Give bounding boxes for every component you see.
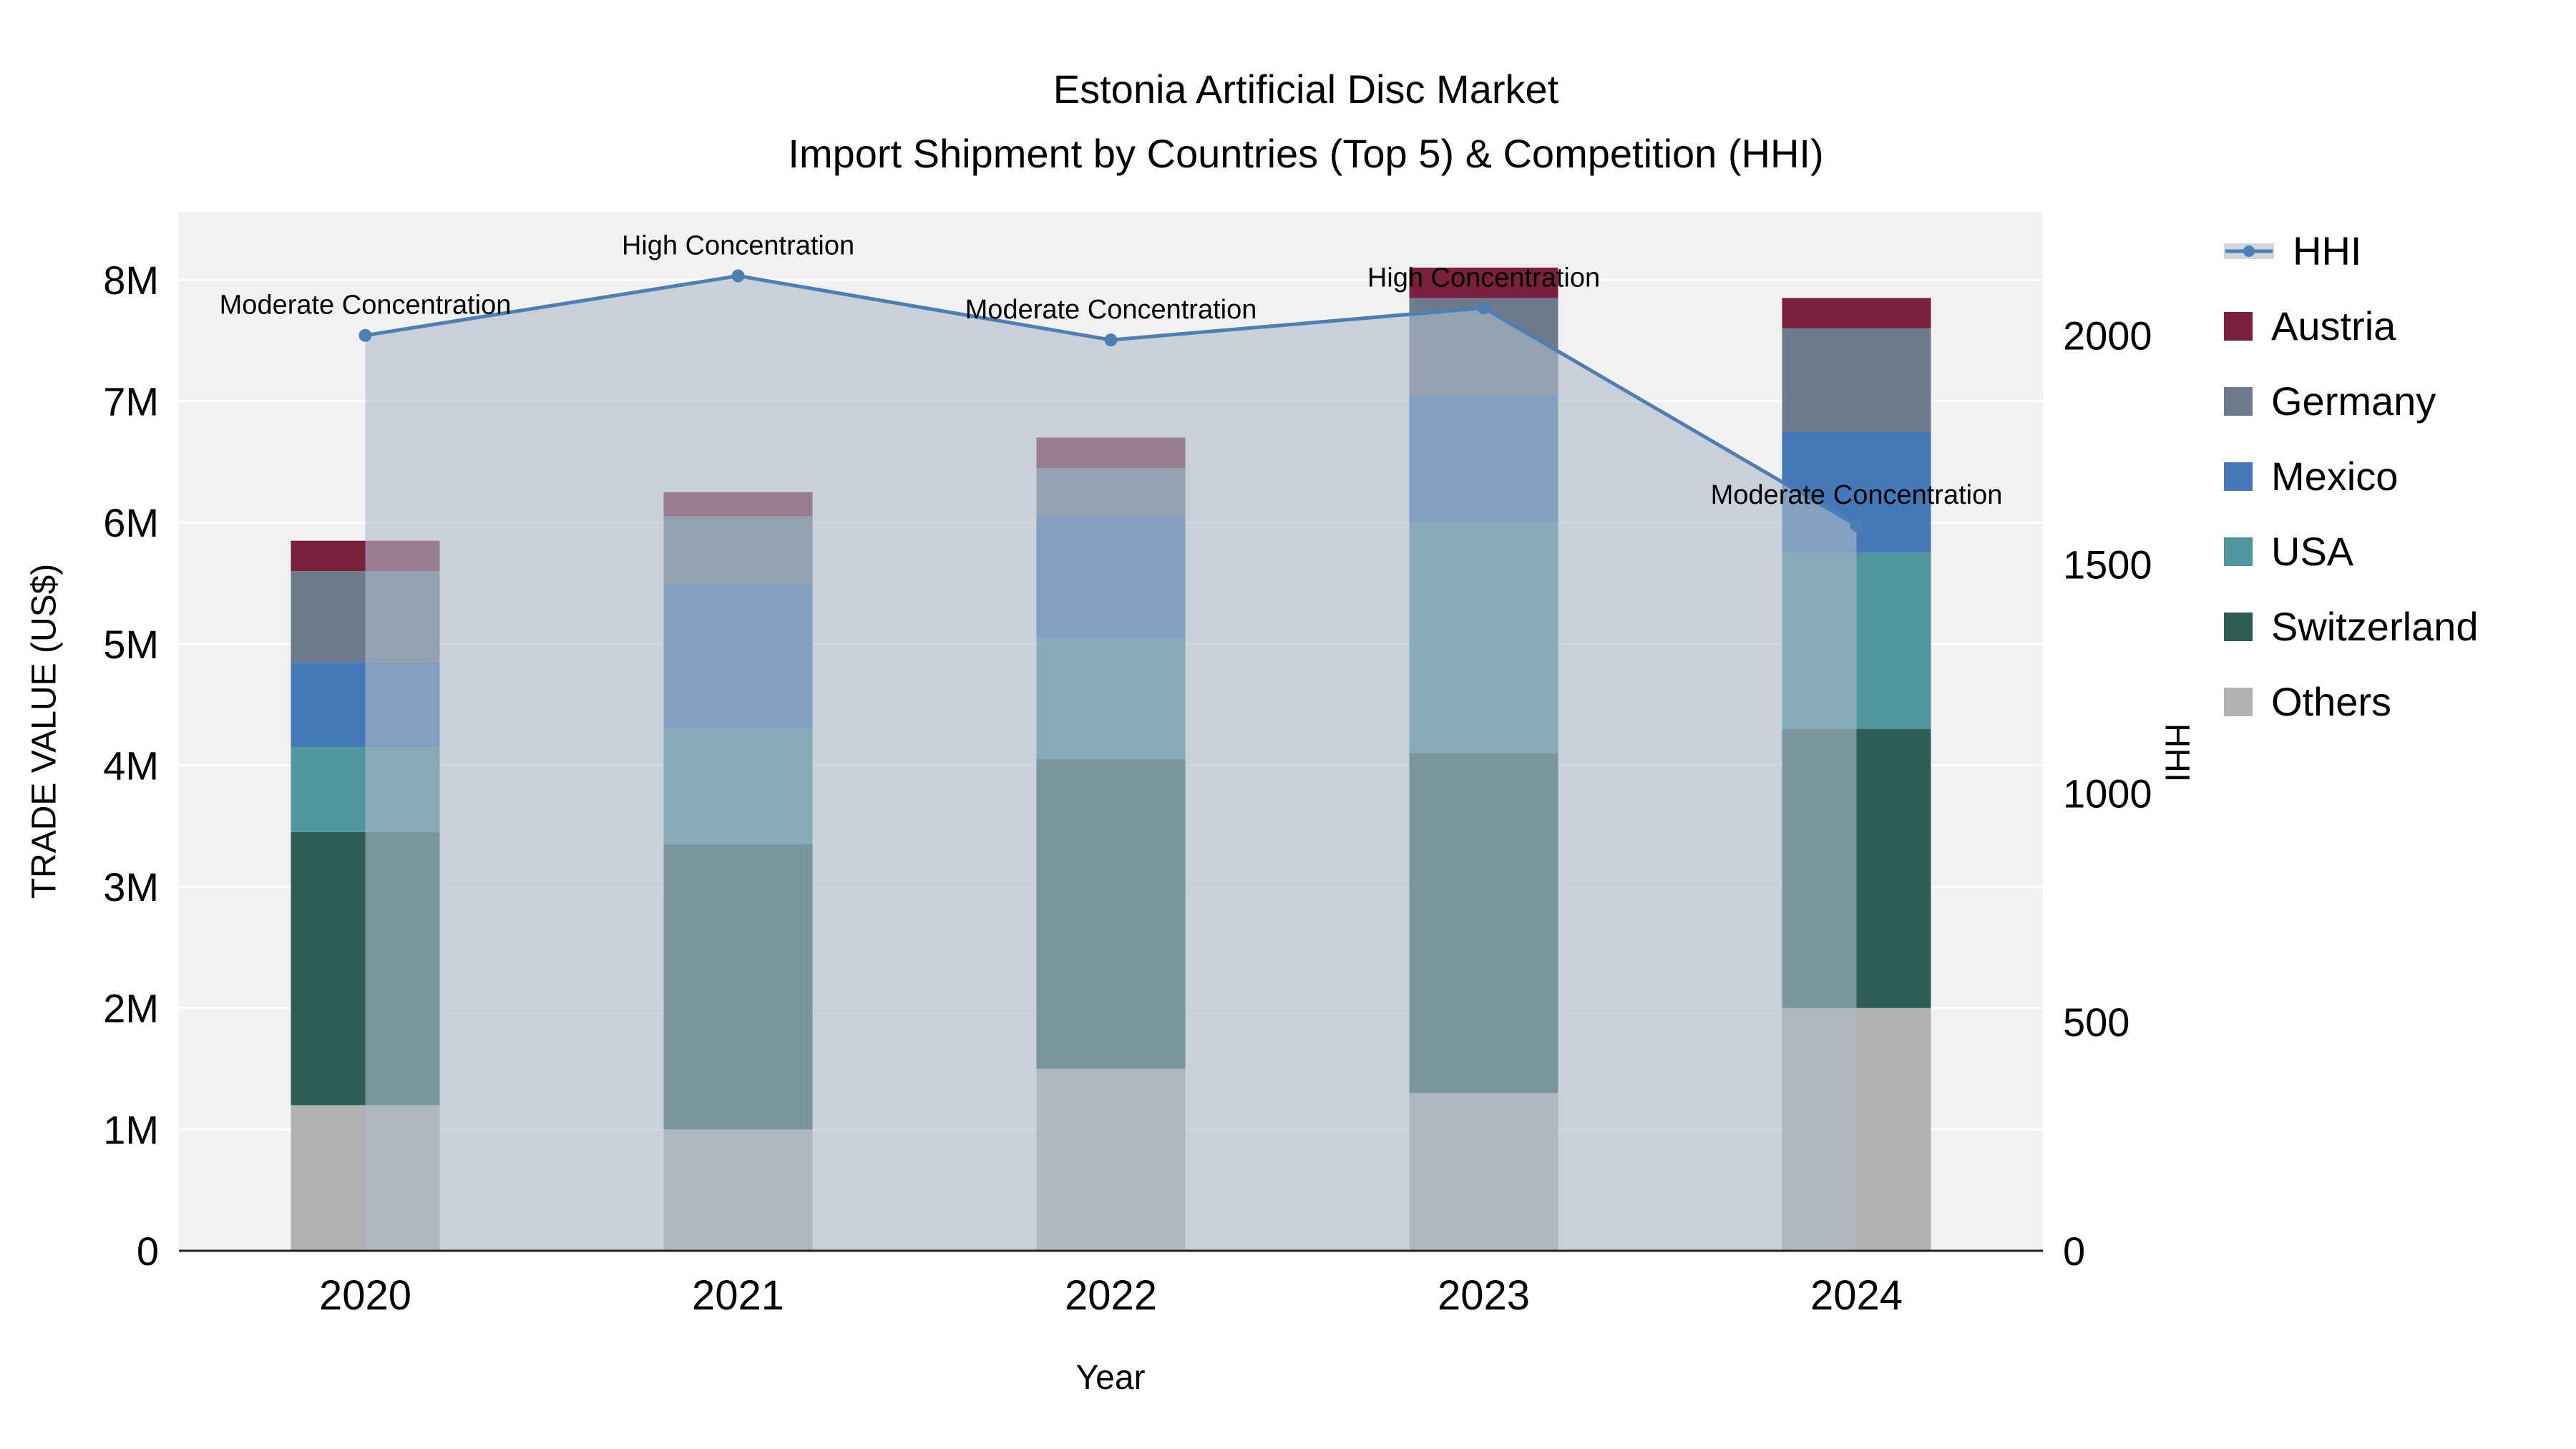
legend-item-austria[interactable]: Austria xyxy=(2224,303,2478,349)
annotation-2020: Moderate Concentration xyxy=(220,291,512,321)
legend-label-hhi: HHI xyxy=(2293,228,2362,273)
legend-swatch-others xyxy=(2224,687,2253,716)
legend-swatch-austria xyxy=(2224,311,2253,341)
legend-item-usa[interactable]: USA xyxy=(2224,528,2478,575)
y-tick-left-8M: 8M xyxy=(103,258,159,303)
bar-segment-germany-2024 xyxy=(1782,328,1931,432)
y-tick-right-500: 500 xyxy=(2063,1000,2129,1045)
x-tick-2021: 2021 xyxy=(692,1272,784,1319)
legend-swatch-usa xyxy=(2224,537,2253,566)
y-axis-title-left: TRADE VALUE (US$) xyxy=(25,563,64,899)
y-tick-right-1500: 1500 xyxy=(2063,542,2152,587)
hhi-point-2021 xyxy=(731,269,745,283)
legend-label-switzerland: Switzerland xyxy=(2271,604,2479,649)
hhi-point-2020 xyxy=(358,328,372,342)
legend-label-austria: Austria xyxy=(2271,303,2396,348)
annotation-2022: Moderate Concentration xyxy=(965,295,1257,325)
y-tick-right-1000: 1000 xyxy=(2063,771,2152,816)
annotation-2021: High Concentration xyxy=(622,231,854,261)
chart-title-line2: Import Shipment by Countries (Top 5) & C… xyxy=(788,131,1824,176)
hhi-point-2023 xyxy=(1477,301,1491,315)
y-tick-left-4M: 4M xyxy=(103,743,159,788)
legend-item-mexico[interactable]: Mexico xyxy=(2224,453,2478,499)
bar-segment-austria-2024 xyxy=(1782,298,1931,328)
y-tick-right-2000: 2000 xyxy=(2063,313,2152,358)
legend-label-germany: Germany xyxy=(2271,379,2436,424)
y-tick-left-1M: 1M xyxy=(103,1107,159,1152)
x-tick-2022: 2022 xyxy=(1065,1272,1157,1319)
x-tick-2023: 2023 xyxy=(1438,1272,1530,1319)
legend-swatch-germany xyxy=(2224,386,2253,416)
y-tick-left-5M: 5M xyxy=(103,622,159,667)
y-axis-title-right: HHI xyxy=(2157,723,2196,783)
y-tick-left-3M: 3M xyxy=(103,864,159,909)
y-tick-left-6M: 6M xyxy=(103,500,159,545)
chart-title-line1: Estonia Artificial Disc Market xyxy=(1053,67,1559,112)
legend: HHI Austria Germany Mexico USA Switzerland Oth… xyxy=(2224,228,2478,725)
legend-swatch-switzerland xyxy=(2224,612,2253,641)
y-tick-right-0: 0 xyxy=(2063,1229,2085,1274)
x-tick-2020: 2020 xyxy=(319,1272,411,1319)
y-tick-left-0: 0 xyxy=(137,1229,159,1274)
legend-swatch-mexico xyxy=(2224,462,2253,491)
legend-label-usa: USA xyxy=(2271,529,2354,574)
hhi-line-legend-icon xyxy=(2224,243,2274,259)
bar-segment-austria-2023 xyxy=(1409,268,1558,298)
chart-title: Estonia Artificial Disc Market Import Sh… xyxy=(788,57,1823,186)
y-tick-left-7M: 7M xyxy=(103,379,159,424)
hhi-area-fill xyxy=(365,275,1857,1251)
y-tick-left-2M: 2M xyxy=(103,986,159,1031)
legend-item-hhi[interactable]: HHI xyxy=(2224,228,2478,274)
annotation-2024: Moderate Concentration xyxy=(1711,480,2003,510)
hhi-point-2022 xyxy=(1104,333,1118,347)
hhi-point-2024 xyxy=(1850,519,1863,532)
annotation-2023: High Concentration xyxy=(1367,263,1600,293)
legend-label-others: Others xyxy=(2271,679,2392,724)
legend-item-switzerland[interactable]: Switzerland xyxy=(2224,603,2478,650)
x-tick-2024: 2024 xyxy=(1810,1272,1903,1319)
legend-item-germany[interactable]: Germany xyxy=(2224,378,2478,424)
legend-item-others[interactable]: Others xyxy=(2224,678,2478,725)
legend-label-mexico: Mexico xyxy=(2271,454,2399,499)
x-axis-title: Year xyxy=(1075,1359,1146,1397)
